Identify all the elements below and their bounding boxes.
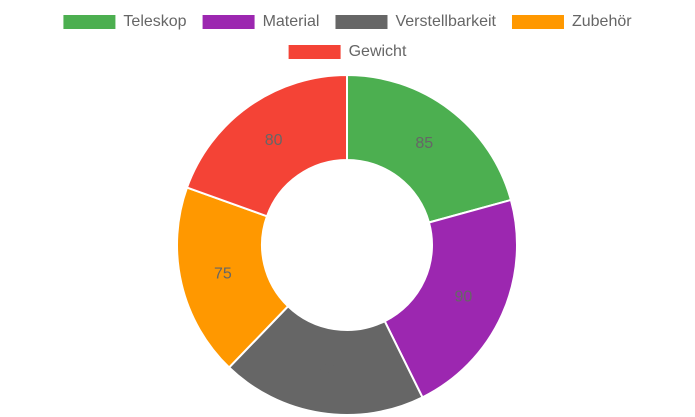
data-label: 80 [265,132,283,149]
legend-item: Material [202,13,320,30]
legend-item: Gewicht [288,43,407,60]
legend-swatch [202,15,255,29]
legend-item: Zubehör [511,13,632,30]
segment [185,73,348,218]
segment [176,186,290,369]
legend-label: Material [263,13,320,30]
segment [346,73,513,224]
segment [383,198,518,399]
data-label: 85 [415,135,433,152]
legend-item: Verstellbarkeit [335,13,497,30]
legend-swatch [63,15,116,29]
legend-swatch [511,15,564,29]
legend-label: Gewicht [349,43,407,60]
legend-label: Teleskop [123,13,186,30]
legend-item: Teleskop [63,13,187,30]
data-label: 80 [319,362,337,379]
legend-label: Verstellbarkeit [395,13,496,30]
data-label: 75 [214,265,232,282]
legend-swatch [335,15,388,29]
data-label: 90 [454,288,472,305]
legend-label: Zubehör [572,13,632,30]
legend-swatch [288,45,341,59]
segment [227,304,424,416]
